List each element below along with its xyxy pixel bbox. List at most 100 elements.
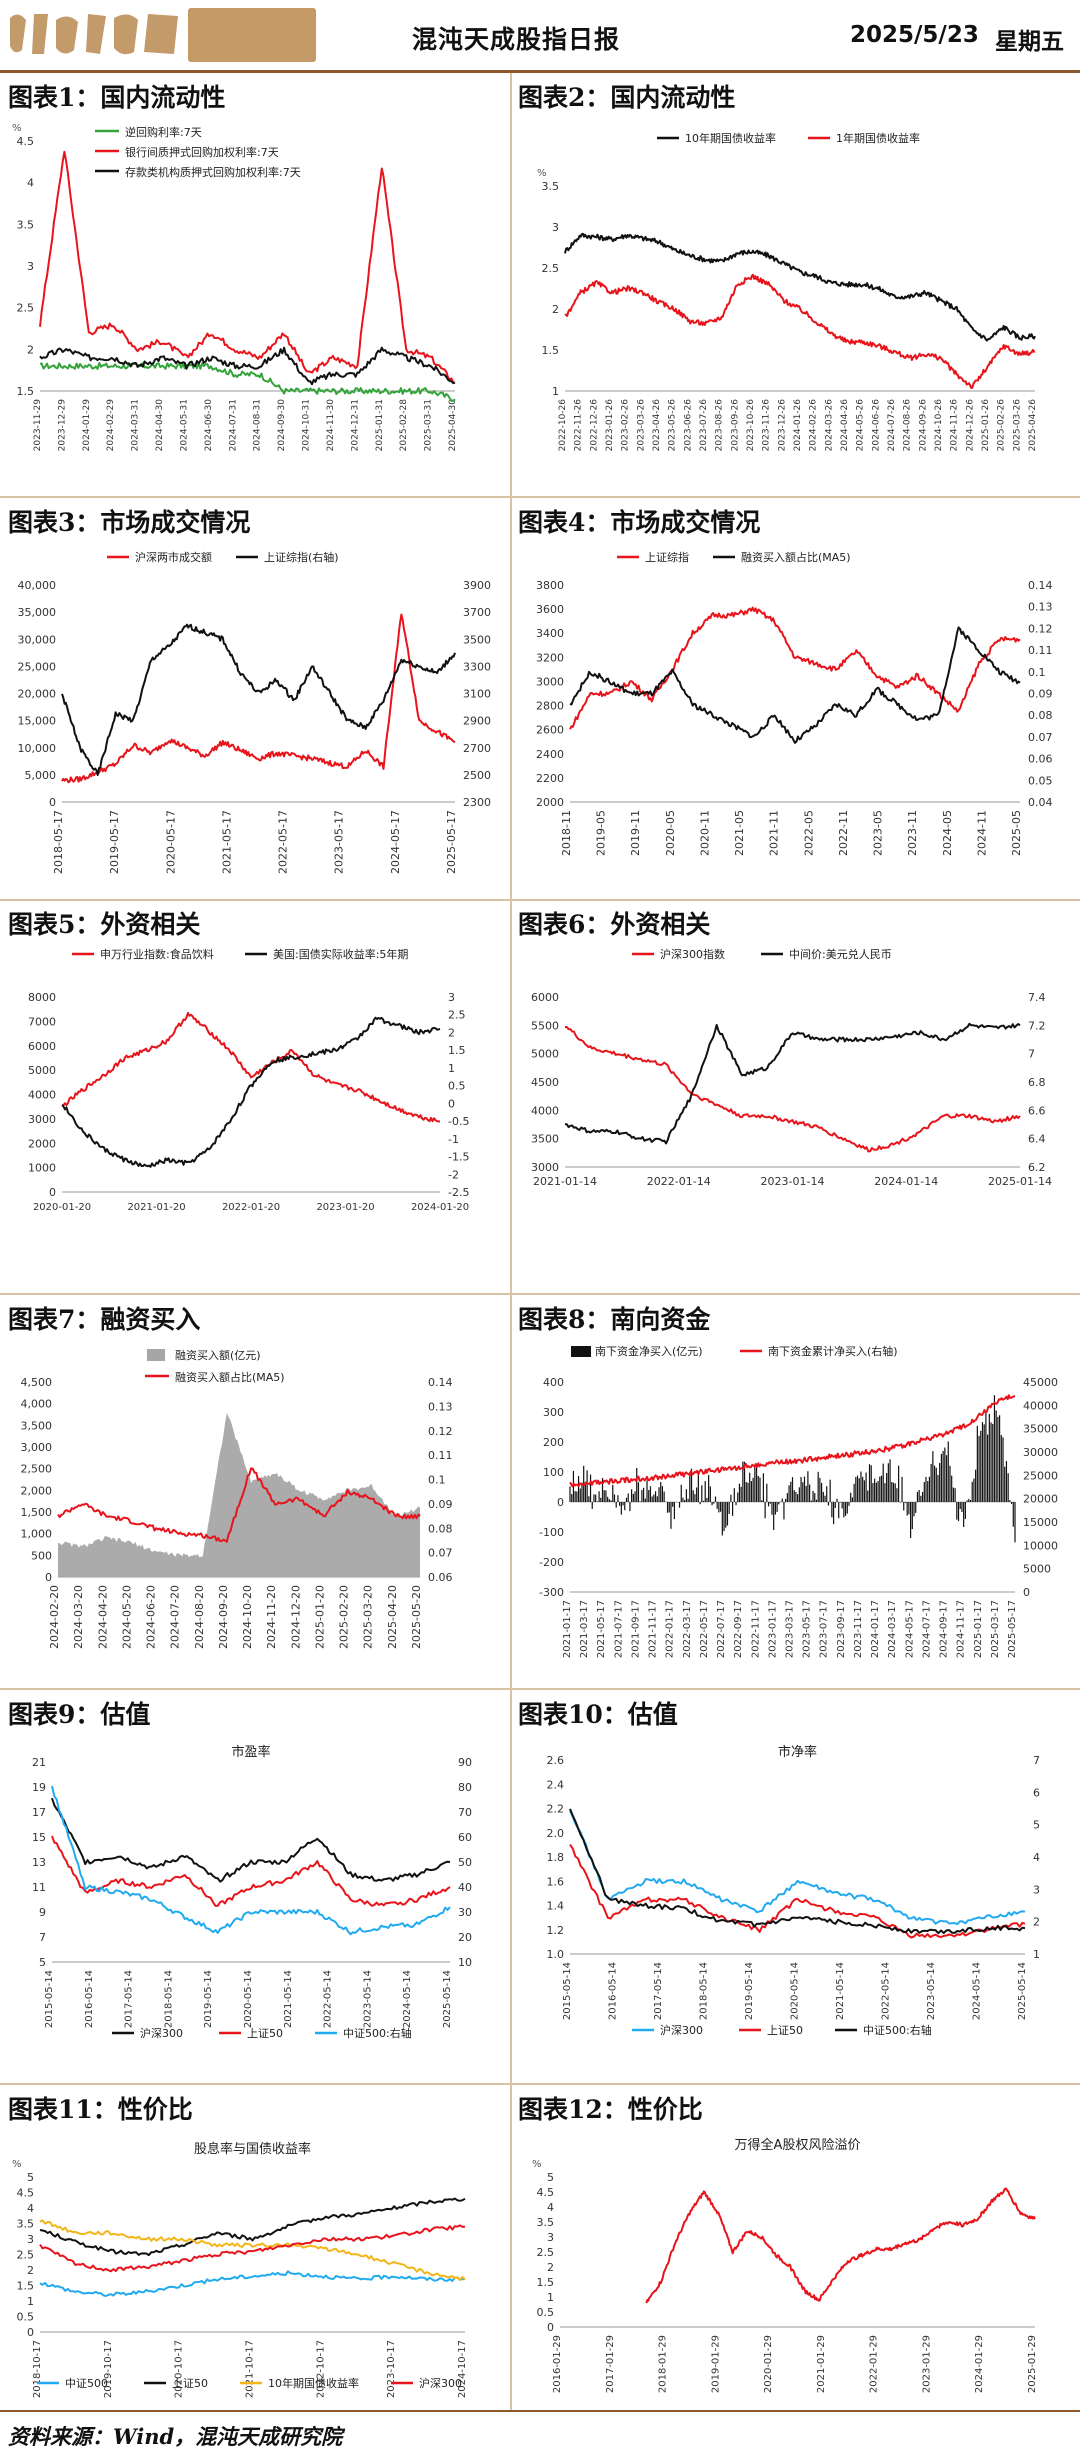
x-tick-label: 2019-01-29 [710, 2335, 721, 2393]
x-tick-label: 2024-03-26 [824, 399, 834, 452]
y-tick-label: 1.8 [547, 1851, 565, 1864]
y2-tick-label: -1.5 [448, 1151, 469, 1164]
y-tick-label: 4000 [28, 1089, 56, 1102]
x-tick-label: 2024-09-30 [277, 399, 287, 452]
series-area [58, 1412, 420, 1577]
x-tick-label: 2024-04-26 [840, 399, 850, 452]
y-tick-label: 1,000 [21, 1528, 53, 1541]
x-tick-label: 2025-04-30 [448, 399, 458, 452]
x-tick-label: 2023-01-29 [921, 2335, 932, 2393]
x-tick-label: 2023-08-26 [715, 399, 725, 452]
y-tick-label: -200 [539, 1556, 564, 1569]
series-line [39, 362, 456, 402]
y-tick-label: 1 [552, 385, 559, 398]
x-tick-label: 2023-07-17 [819, 1600, 830, 1658]
legend-label: 融资买入额占比(MA5) [175, 1370, 285, 1384]
series-line [645, 2187, 1036, 2304]
y-tick-label: 5 [27, 2171, 34, 2184]
x-tick-label: 2015-05-14 [44, 1970, 55, 2028]
y2-tick-label: 2500 [463, 769, 491, 782]
y-tick-label: 1.5 [17, 385, 35, 398]
y-tick-label: 4.5 [17, 135, 35, 148]
y2-tick-label: -2 [448, 1168, 459, 1181]
y2-tick-label: 0 [1023, 1586, 1030, 1599]
y2-tick-label: 0.14 [1028, 579, 1053, 592]
x-tick-label: 2022-01-14 [647, 1175, 711, 1188]
y-tick-label: 3 [547, 2231, 554, 2244]
x-tick-label: 2024-05 [941, 810, 954, 856]
y-tick-label: -100 [539, 1526, 564, 1539]
y2-tick-label: 0.13 [428, 1400, 453, 1413]
x-tick-label: 2025-03-17 [990, 1600, 1001, 1658]
series-line [564, 1026, 1021, 1153]
x-tick-label: 2024-07-17 [921, 1600, 932, 1658]
x-tick-label: 2019-10-17 [103, 2340, 114, 2398]
x-tick-label: 2023-04-26 [652, 399, 662, 452]
y-tick-label: 4 [27, 177, 34, 190]
y-tick-label: 6000 [531, 991, 559, 1004]
y2-tick-label: 35000 [1023, 1423, 1058, 1436]
x-tick-label: 2025-04-26 [1028, 399, 1038, 452]
y2-tick-label: 50 [458, 1856, 472, 1869]
y2-tick-label: 2900 [463, 715, 491, 728]
y2-tick-label: 20 [458, 1931, 472, 1944]
x-tick-label: 2020-10-17 [174, 2340, 185, 2398]
y2-tick-label: 6.2 [1028, 1161, 1046, 1174]
x-tick-label: 2024-05-14 [972, 1962, 983, 2020]
y2-tick-label: 0.1 [1028, 666, 1046, 679]
series-line [39, 150, 456, 384]
x-tick-label: 2025-02-28 [399, 399, 409, 452]
y2-tick-label: 2 [1033, 1916, 1040, 1929]
y-tick-label: 3500 [531, 1133, 559, 1146]
y2-tick-label: 0.5 [448, 1080, 466, 1093]
x-tick-label: 2022-05-17 [277, 810, 290, 874]
y-tick-label: 1.5 [537, 2276, 555, 2289]
y-tick-label: -300 [539, 1586, 564, 1599]
x-tick-label: 2022-01-20 [222, 1202, 280, 1213]
series-line [569, 626, 1021, 744]
y-tick-label: 2 [27, 2264, 34, 2277]
y-unit-label: % [532, 2159, 542, 2170]
y-tick-label: 0 [27, 2326, 34, 2339]
x-tick-label: 2016-05-14 [84, 1970, 95, 2028]
x-tick-label: 2024-04-30 [155, 399, 165, 452]
y-tick-label: 1.5 [17, 2280, 35, 2293]
x-tick-label: 2023-05-17 [802, 1600, 813, 1658]
y2-tick-label: 0.11 [428, 1449, 453, 1462]
y-tick-label: 2.5 [17, 2249, 35, 2262]
legend-label: 存款类机构质押式回购加权利率:7天 [125, 165, 301, 179]
chart-title: 万得全A股权风险溢价 [735, 2137, 861, 2153]
x-tick-label: 2021-01-17 [562, 1600, 573, 1658]
legend-label: 中证500:右轴 [343, 2026, 412, 2040]
y-tick-label: 35,000 [18, 606, 57, 619]
x-tick-label: 2023-01-14 [761, 1175, 825, 1188]
x-tick-label: 2022-03-17 [682, 1600, 693, 1658]
x-tick-label: 2024-12-26 [965, 399, 975, 452]
chart-10: 市净率 1.0 1.2 1.4 1.6 1.8 2.0 2.2 2.4 2.6 1 2 3 4 5 6 7 201… [547, 1744, 1041, 2037]
chart-title: 股息率与国债收益率 [194, 2141, 311, 2157]
y2-tick-label: 0.13 [1028, 601, 1053, 614]
x-tick-label: 2022-05-14 [881, 1962, 892, 2020]
y2-tick-label: 2700 [463, 742, 491, 755]
x-tick-label: 2022-07-17 [716, 1600, 727, 1658]
y2-tick-label: 6.6 [1028, 1104, 1046, 1117]
x-tick-label: 2024-11-26 [950, 399, 960, 452]
y-tick-label: 1.5 [542, 344, 560, 357]
y-tick-label: 500 [31, 1549, 52, 1562]
x-tick-label: 2025-05 [1010, 810, 1023, 856]
legend-label: 银行间质押式回购加权利率:7天 [125, 145, 279, 159]
y-tick-label: 1000 [28, 1162, 56, 1175]
legend-label: 10年期国债收益率 [268, 2376, 359, 2390]
x-tick-label: 2019-05-14 [203, 1970, 214, 2028]
y2-tick-label: 0.08 [1028, 709, 1053, 722]
x-tick-label: 2021-11 [768, 810, 781, 856]
series-line [61, 613, 456, 784]
panel-title-6: 图表6：外资相关 [518, 910, 711, 939]
y2-tick-label: 6 [1033, 1786, 1040, 1799]
report-title: 混沌天成股指日报 [412, 25, 621, 54]
x-tick-label: 2018-10-17 [32, 2340, 43, 2398]
y2-tick-label: 45000 [1023, 1376, 1058, 1389]
x-tick-label: 2022-01-29 [869, 2335, 880, 2393]
x-tick-label: 2025-01-14 [988, 1175, 1052, 1188]
x-tick-label: 2024-05-17 [904, 1600, 915, 1658]
